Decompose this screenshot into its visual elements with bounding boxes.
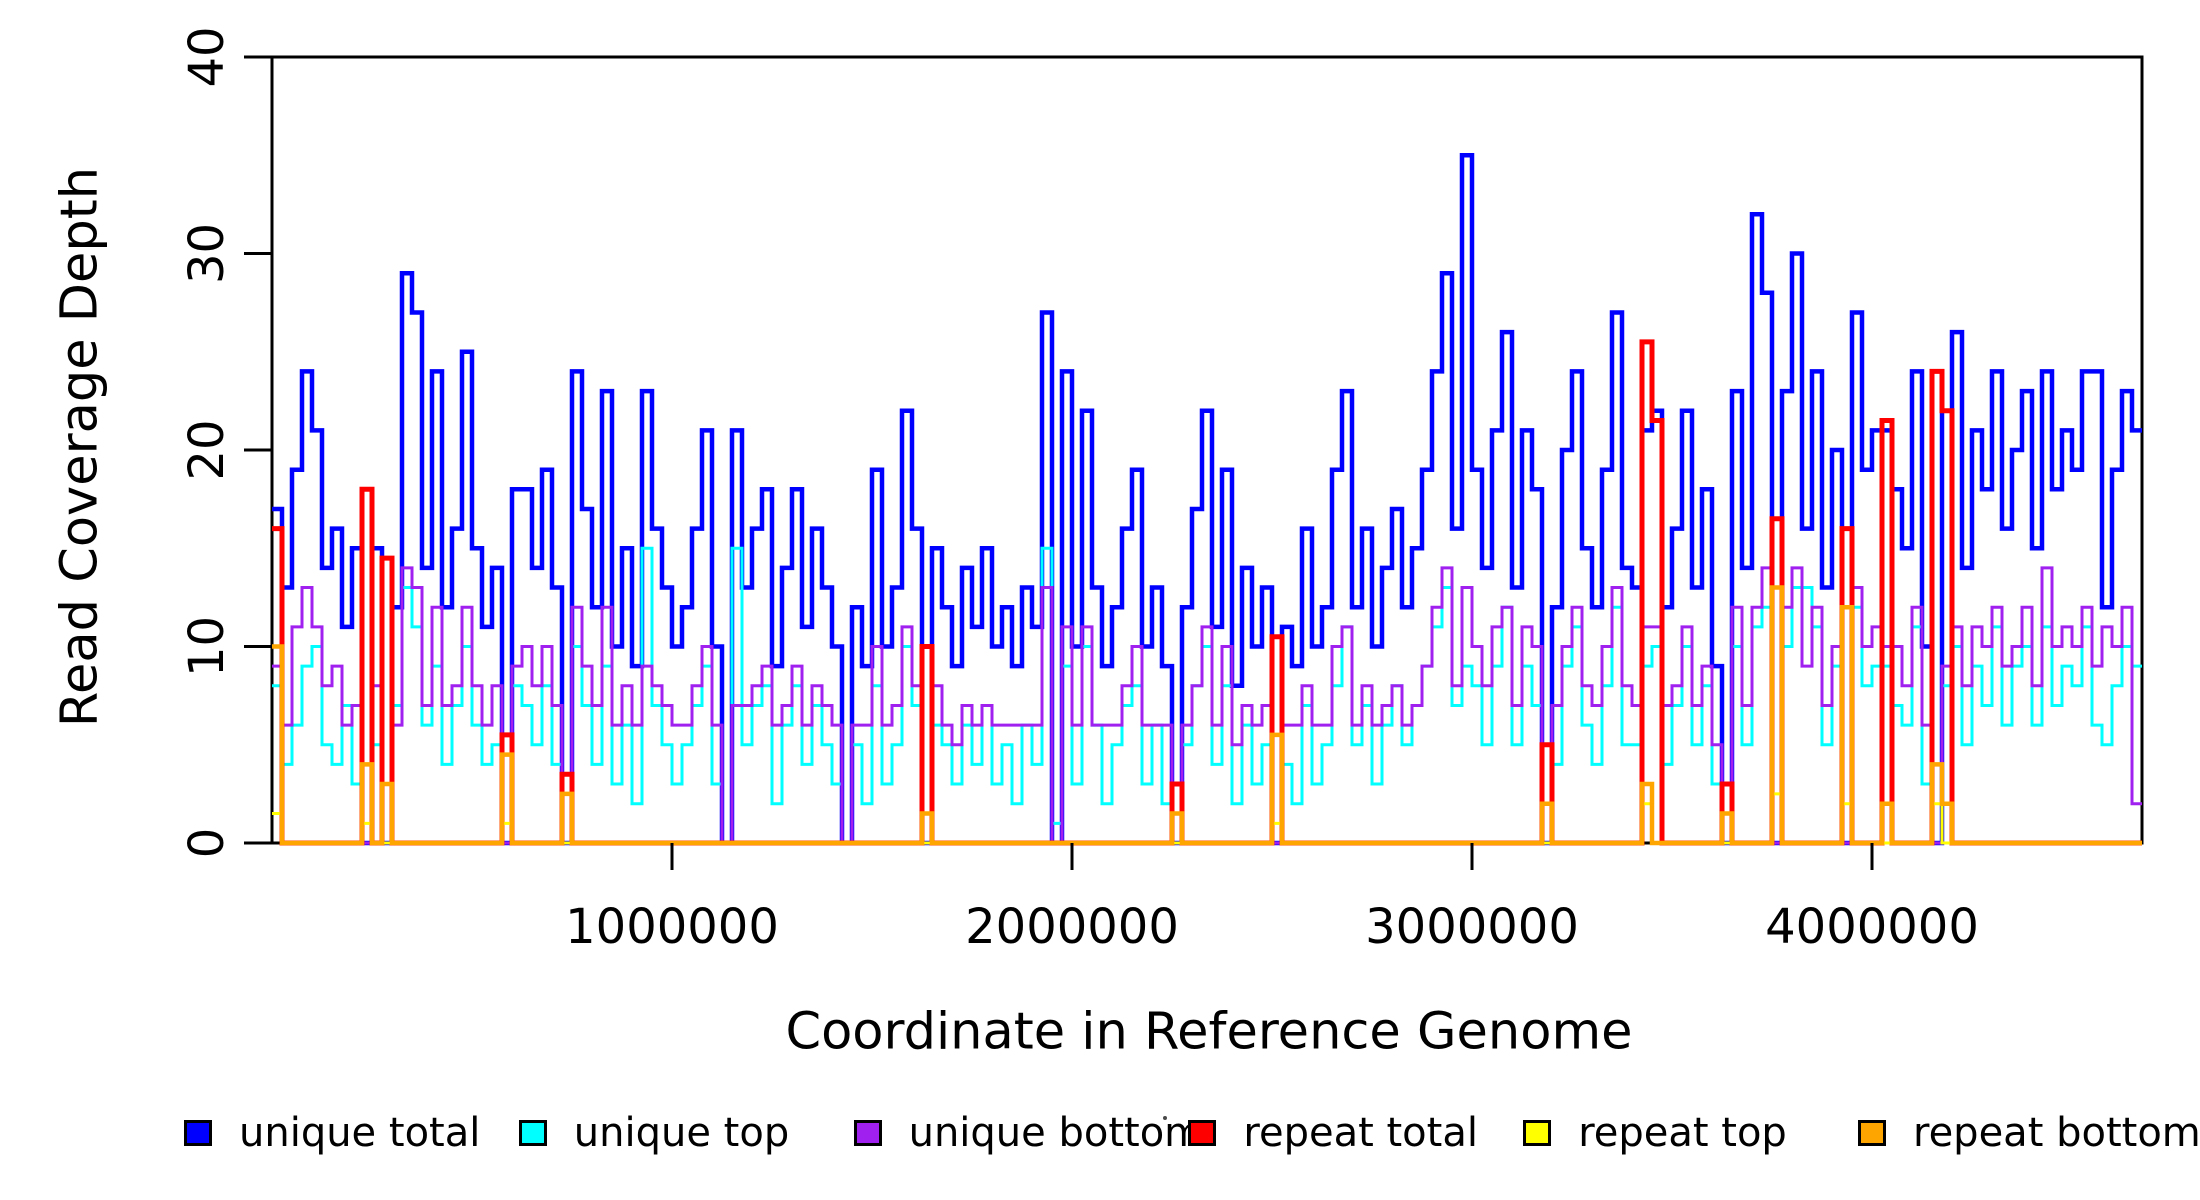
x-tick-label: 3000000 bbox=[1365, 899, 1579, 955]
y-tick-label: 30 bbox=[179, 223, 235, 284]
x-tick-label: 2000000 bbox=[965, 899, 1179, 955]
y-axis-title: Read Coverage Depth bbox=[50, 166, 110, 728]
y-tick-label: 0 bbox=[179, 828, 235, 859]
x-axis-title: Coordinate in Reference Genome bbox=[785, 1002, 1633, 1062]
series-unique-bottom bbox=[272, 566, 2142, 845]
series-repeat-top bbox=[272, 792, 2142, 845]
series-repeat-bottom bbox=[272, 585, 2142, 846]
series-unique-total bbox=[272, 153, 2142, 846]
stray-dot bbox=[1163, 1116, 1167, 1120]
y-tick-label: 20 bbox=[179, 419, 235, 480]
y-tick-label: 40 bbox=[179, 26, 235, 87]
y-tick-label: 10 bbox=[179, 616, 235, 677]
x-tick-label: 4000000 bbox=[1765, 899, 1979, 955]
x-tick-label: 1000000 bbox=[565, 899, 779, 955]
